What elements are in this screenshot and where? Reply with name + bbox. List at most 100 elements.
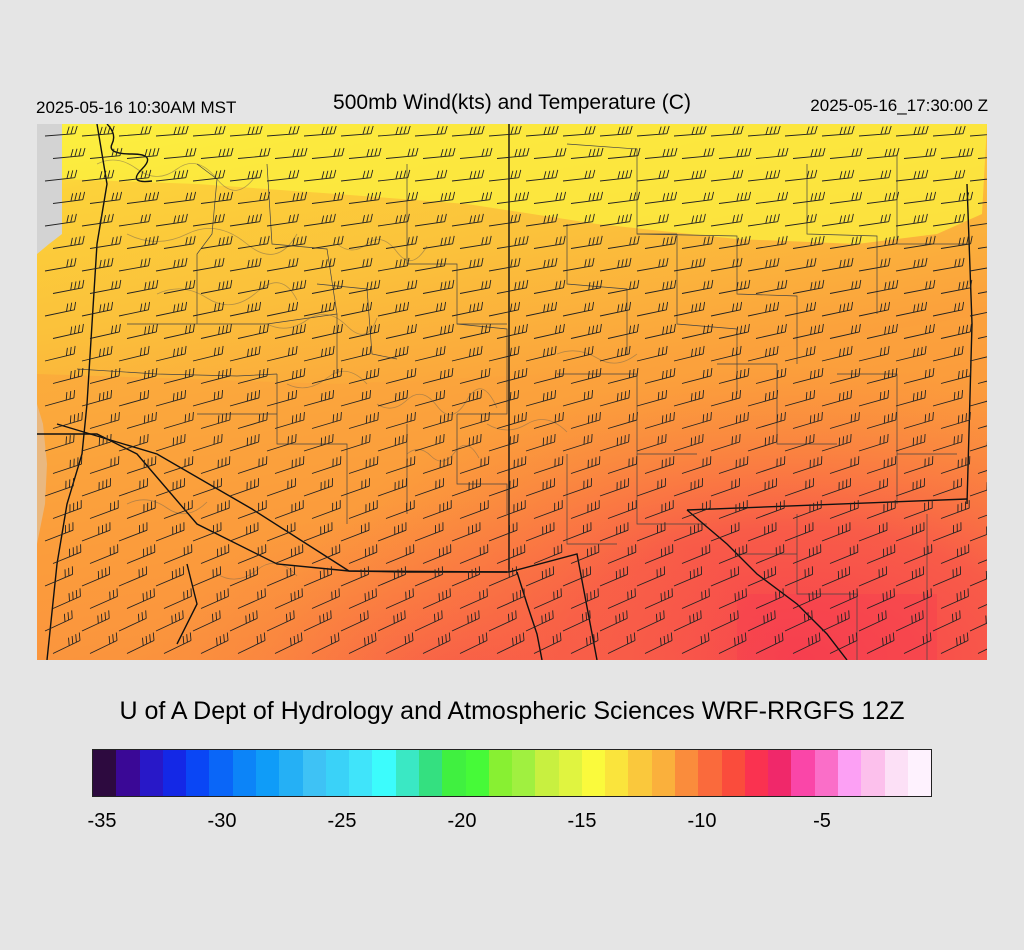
wind-barb: [718, 411, 749, 429]
wind-barb: [311, 411, 342, 429]
wind-barb: [533, 191, 567, 204]
wind-barb: [599, 301, 632, 317]
colorbar-swatch: [512, 750, 536, 796]
wind-barb: [866, 147, 900, 159]
wind-barb: [903, 323, 935, 339]
wind-barb: [866, 367, 898, 384]
wind-barb: [562, 125, 596, 137]
wind-barb: [940, 500, 970, 519]
wind-barb: [488, 213, 521, 227]
wind-barb: [414, 125, 448, 137]
wind-barb: [155, 345, 187, 362]
wind-barb: [488, 610, 517, 632]
wind-barb: [81, 433, 112, 452]
wind-barb: [969, 526, 987, 542]
wind-barb: [821, 213, 854, 227]
wind-barb: [377, 433, 408, 452]
wind-barb: [459, 500, 489, 519]
wind-barb: [570, 279, 603, 294]
wind-barb: [303, 301, 336, 317]
wind-barb: [895, 522, 925, 542]
wind-barb: [895, 433, 926, 452]
wind-barb: [829, 191, 863, 204]
wind-barb: [274, 632, 303, 654]
wind-barb: [895, 389, 927, 407]
wind-barb: [644, 411, 675, 429]
wind-barb: [229, 169, 263, 182]
wind-barb: [533, 323, 565, 339]
wind-barb: [237, 191, 271, 204]
wind-barb: [414, 610, 443, 632]
wind-barb: [422, 588, 451, 609]
wind-barb: [451, 125, 485, 137]
wind-barb: [340, 257, 373, 272]
wind-barb: [459, 191, 493, 204]
wind-barb: [821, 169, 855, 182]
wind-barb: [599, 213, 632, 227]
colorbar-swatch: [861, 750, 885, 796]
wind-barb: [821, 566, 851, 587]
wind-barb: [599, 433, 630, 452]
wind-barb: [829, 456, 860, 474]
wind-barb: [44, 345, 76, 362]
wind-barb: [496, 147, 530, 159]
wind-barb: [829, 279, 862, 294]
wind-barb: [155, 257, 188, 272]
wind-barb: [562, 610, 591, 632]
wind-barb: [274, 235, 307, 249]
wind-barb: [969, 615, 987, 632]
wind-barb: [44, 478, 74, 497]
wind-barb: [932, 213, 965, 227]
colorbar-swatch: [768, 750, 792, 796]
wind-barb: [570, 500, 600, 519]
wind-barb: [118, 610, 147, 632]
wind-barb: [274, 411, 305, 429]
wind-barb: [44, 389, 76, 407]
colorbar-swatch: [675, 750, 699, 796]
wind-barb: [829, 147, 863, 159]
wind-barb: [858, 522, 888, 542]
wind-barb: [422, 632, 451, 654]
wind-barb: [969, 223, 987, 227]
wind-barb: [126, 500, 156, 519]
wind-barb: [821, 345, 853, 362]
wind-barb: [451, 389, 483, 407]
wind-barb: [340, 345, 372, 362]
wind-barb: [163, 632, 192, 654]
wind-barb: [44, 610, 73, 632]
colorbar-swatch: [442, 750, 466, 796]
colorbar-swatch: [116, 750, 140, 796]
wind-barb: [969, 178, 987, 182]
wind-barb: [718, 323, 750, 339]
wind-barb: [747, 610, 776, 632]
wind-barb: [488, 389, 520, 407]
wind-barb: [385, 500, 415, 519]
wind-barb: [747, 433, 778, 452]
wind-barb: [829, 323, 861, 339]
wind-barb: [496, 411, 527, 429]
wind-barb: [266, 566, 296, 587]
wind-barb: [681, 632, 710, 654]
wind-barb: [644, 279, 677, 294]
wind-barb: [570, 411, 601, 429]
wind-barb: [784, 345, 816, 362]
wind-barb: [932, 169, 966, 182]
wind-barb: [792, 147, 826, 159]
wind-barb: [274, 323, 306, 339]
wind-barb: [673, 610, 702, 632]
wind-barb: [784, 301, 817, 317]
wind-barb: [340, 169, 374, 182]
wind-barb: [155, 433, 186, 452]
wind-barb: [377, 522, 407, 542]
colorbar-tick-label: -15: [567, 810, 597, 832]
wind-barb: [163, 191, 197, 204]
wind-barb: [903, 544, 933, 564]
wind-barb: [237, 279, 270, 294]
wind-barb: [755, 323, 787, 339]
wind-barb: [44, 257, 77, 272]
wind-barb: [895, 301, 928, 317]
wind-barb: [340, 301, 373, 317]
wind-barb: [303, 213, 336, 227]
wind-barb: [866, 632, 895, 654]
colorbar-tick-label: -30: [207, 810, 237, 832]
